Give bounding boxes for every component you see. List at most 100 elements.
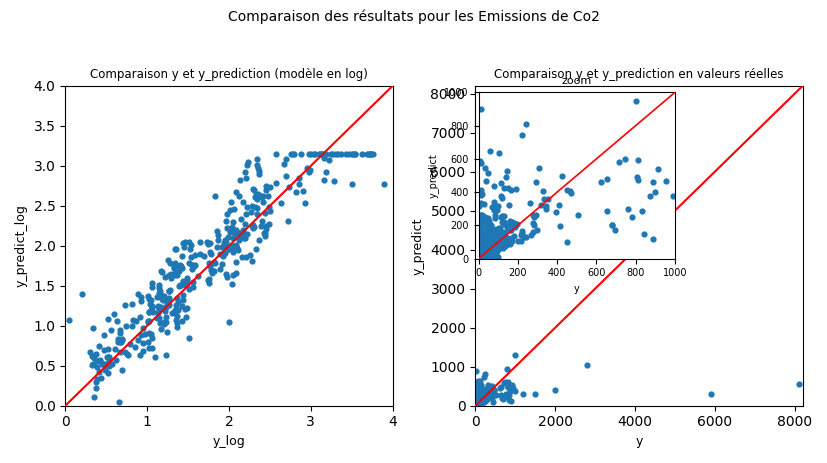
Point <box>472 400 485 408</box>
Point <box>500 392 513 400</box>
Point <box>469 386 482 394</box>
Point <box>153 288 166 295</box>
Point <box>472 401 485 409</box>
Point <box>108 311 121 318</box>
Point <box>471 400 485 407</box>
Point <box>145 334 158 341</box>
Point <box>469 392 482 400</box>
Point <box>142 308 155 315</box>
Point <box>292 180 305 188</box>
Point <box>506 384 519 391</box>
Point <box>469 400 482 408</box>
Point <box>141 318 155 325</box>
Point <box>472 377 485 385</box>
Point <box>148 353 161 361</box>
Point <box>468 400 481 408</box>
Point <box>468 390 481 397</box>
Point <box>152 306 165 313</box>
Point <box>152 284 165 291</box>
Point <box>495 394 509 401</box>
Point <box>93 356 107 363</box>
Point <box>225 224 238 231</box>
Point <box>254 222 267 230</box>
Point <box>339 150 352 157</box>
Point <box>103 357 116 364</box>
Point <box>251 196 264 203</box>
Point <box>251 170 265 178</box>
Point <box>226 248 239 255</box>
Point <box>471 397 484 404</box>
Point <box>476 398 490 405</box>
Point <box>97 346 110 353</box>
Point <box>472 398 485 405</box>
Point <box>97 331 110 338</box>
Point <box>470 394 483 402</box>
Point <box>284 150 297 157</box>
Point <box>211 231 224 238</box>
Point <box>101 354 114 361</box>
Point <box>470 398 483 406</box>
Point <box>317 154 330 162</box>
Point <box>471 399 485 407</box>
Point <box>261 203 275 210</box>
Point <box>471 395 485 402</box>
Point <box>248 194 261 201</box>
Point <box>469 401 482 409</box>
Point <box>469 394 482 402</box>
Point <box>475 386 488 393</box>
Point <box>468 379 481 387</box>
Point <box>469 394 482 401</box>
Point <box>469 398 482 406</box>
Point <box>178 306 191 313</box>
Point <box>476 398 490 405</box>
Point <box>470 398 483 405</box>
Point <box>364 150 377 157</box>
Point <box>222 318 235 325</box>
Point <box>88 384 102 392</box>
Point <box>469 400 482 407</box>
Point <box>218 236 231 244</box>
Point <box>500 379 514 386</box>
Point <box>480 381 494 388</box>
Point <box>168 264 181 271</box>
Point <box>333 150 347 157</box>
Point <box>250 246 263 253</box>
Point <box>468 399 481 407</box>
Point <box>102 369 115 376</box>
Point <box>313 150 326 157</box>
Point <box>498 379 511 386</box>
Y-axis label: y_predict: y_predict <box>411 217 424 275</box>
Point <box>250 155 263 163</box>
Point <box>471 393 485 400</box>
Point <box>152 304 165 311</box>
Point <box>189 261 202 269</box>
Point <box>176 239 189 247</box>
Point <box>485 394 498 402</box>
Point <box>87 325 100 332</box>
Point <box>146 303 159 311</box>
Point <box>250 204 263 212</box>
Point <box>469 400 482 408</box>
Point <box>159 313 172 321</box>
Point <box>345 150 358 157</box>
Point <box>192 272 205 279</box>
Point <box>470 398 483 405</box>
Point <box>473 396 486 403</box>
Point <box>202 276 215 283</box>
Point <box>122 352 135 359</box>
Point <box>468 392 481 399</box>
Point <box>131 337 145 344</box>
Point <box>229 188 242 196</box>
Point <box>468 398 481 405</box>
Point <box>470 396 483 403</box>
Point <box>470 400 483 408</box>
Point <box>468 400 481 408</box>
Point <box>155 325 168 332</box>
Point <box>471 391 485 398</box>
Point <box>469 394 482 402</box>
Point <box>469 398 482 406</box>
Point <box>233 176 246 184</box>
Point <box>470 400 483 407</box>
Point <box>473 392 486 400</box>
Point <box>294 150 308 157</box>
